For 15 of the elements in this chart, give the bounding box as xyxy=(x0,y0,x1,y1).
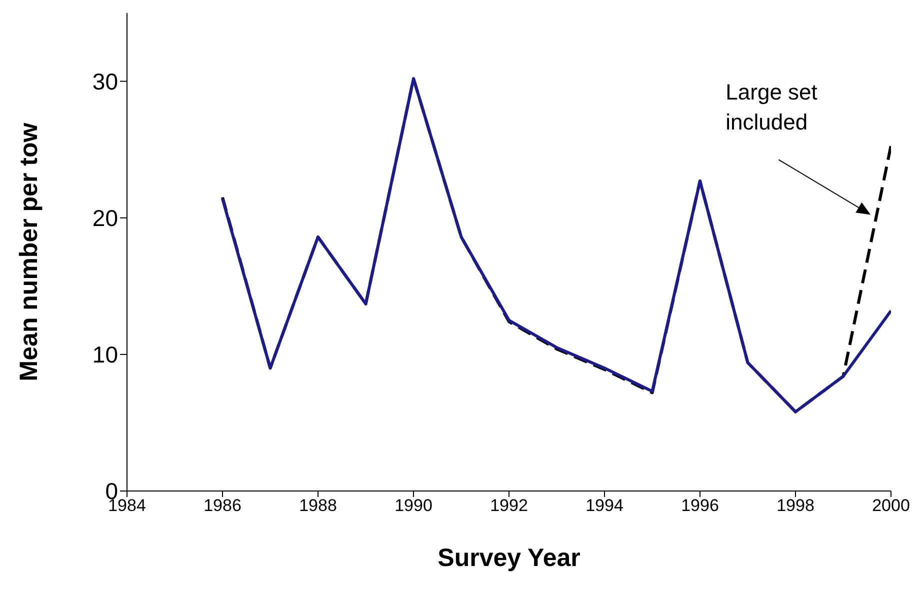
y-tick-label: 10 xyxy=(92,342,118,368)
x-tick-label: 2000 xyxy=(872,496,910,516)
x-tick-label: 1988 xyxy=(299,496,337,516)
x-tick-label: 1992 xyxy=(490,496,528,516)
annotation: Large set included xyxy=(726,80,818,135)
x-axis-title: Survey Year xyxy=(438,544,581,572)
y-tick-label: 20 xyxy=(92,205,118,232)
x-tick-label: 1994 xyxy=(586,496,624,516)
x-tick-label: 1990 xyxy=(394,496,432,516)
y-axis-title: Mean number per tow xyxy=(14,122,43,382)
x-tick-label: 1986 xyxy=(204,496,242,516)
y-tick-label: 30 xyxy=(92,68,118,94)
line-series xyxy=(221,77,891,414)
x-tick-label: 1998 xyxy=(776,496,814,516)
x-tick-label: 1996 xyxy=(681,496,719,516)
